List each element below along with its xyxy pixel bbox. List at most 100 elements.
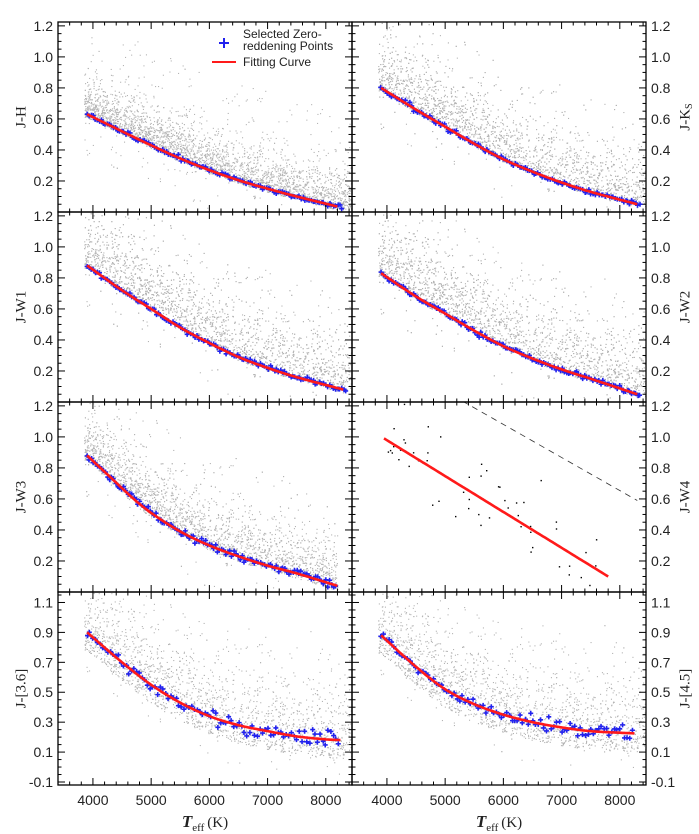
cloud-point <box>219 155 221 157</box>
cloud-point <box>274 169 276 171</box>
cloud-point <box>126 106 128 108</box>
cloud-point <box>285 195 287 197</box>
cloud-point <box>198 146 200 148</box>
cloud-point <box>293 188 295 190</box>
cloud-point <box>117 120 119 122</box>
cloud-point <box>157 105 159 107</box>
cloud-point <box>164 133 166 135</box>
cloud-point <box>318 143 320 145</box>
cloud-point <box>117 127 119 129</box>
cloud-point <box>195 171 197 173</box>
cloud-point <box>264 172 266 174</box>
cloud-point <box>225 162 227 164</box>
cloud-point <box>267 173 269 175</box>
cloud-point <box>245 124 247 126</box>
cloud-point <box>377 199 378 200</box>
cloud-point <box>87 67 89 69</box>
cloud-point <box>131 97 133 99</box>
cloud-point <box>249 154 251 156</box>
cloud-point <box>331 196 333 198</box>
cloud-point <box>198 160 200 162</box>
cloud-point <box>90 88 92 90</box>
cloud-point <box>158 130 160 132</box>
cloud-point <box>130 129 132 131</box>
cloud-point <box>357 198 358 199</box>
cloud-point <box>96 100 98 102</box>
cloud-point <box>214 134 216 136</box>
cloud-point <box>242 169 244 171</box>
cloud-point <box>182 133 184 135</box>
cloud-point <box>102 112 104 114</box>
cloud-point <box>144 112 146 114</box>
cloud-point <box>134 88 136 90</box>
cloud-point <box>204 139 206 141</box>
cloud-point <box>281 177 283 179</box>
cloud-point <box>211 167 213 169</box>
cloud-point <box>365 205 366 206</box>
cloud-point <box>154 132 156 134</box>
cloud-point <box>247 167 249 169</box>
cloud-point <box>167 149 169 151</box>
cloud-point <box>276 228 277 229</box>
cloud-point <box>217 163 219 165</box>
cloud-point <box>132 132 134 134</box>
cloud-point <box>368 207 369 208</box>
cloud-point <box>203 110 205 112</box>
cloud-point <box>360 201 361 202</box>
cloud-point <box>193 122 195 124</box>
cloud-point <box>113 123 115 125</box>
cloud-point <box>203 139 205 141</box>
cloud-point <box>178 137 180 139</box>
cloud-point <box>93 107 95 109</box>
cloud-point <box>160 136 162 138</box>
cloud-point <box>160 126 162 128</box>
cloud-point <box>170 129 172 131</box>
cloud-point <box>349 206 351 208</box>
cloud-point <box>175 122 177 124</box>
cloud-point <box>293 170 295 172</box>
cloud-point <box>153 109 155 111</box>
cloud-point <box>228 170 230 172</box>
cloud-point <box>222 151 224 153</box>
cloud-point <box>356 181 357 182</box>
cloud-point <box>288 180 290 182</box>
cloud-point <box>210 172 212 174</box>
cloud-point <box>93 85 95 87</box>
cloud-point <box>320 183 322 185</box>
cloud-point <box>278 175 280 177</box>
cloud-point <box>153 131 155 133</box>
cloud-point <box>235 170 237 172</box>
cloud-point <box>342 203 344 205</box>
cloud-point <box>262 182 264 184</box>
cloud-point <box>254 181 256 183</box>
cloud-point <box>291 114 293 116</box>
cloud-point <box>325 176 327 178</box>
cloud-point <box>336 195 338 197</box>
cloud-point <box>186 149 188 151</box>
cloud-point <box>304 195 306 197</box>
cloud-point <box>169 123 171 125</box>
cloud-point <box>177 142 179 144</box>
cloud-point <box>91 99 93 101</box>
cloud-point <box>187 155 189 157</box>
cloud-point <box>369 206 370 207</box>
plot-area <box>84 37 378 229</box>
cloud-point <box>667 191 668 192</box>
cloud-point <box>89 95 91 97</box>
cloud-point <box>673 148 674 149</box>
cloud-point <box>87 101 89 103</box>
cloud-point <box>354 198 355 199</box>
cloud-point <box>377 200 378 201</box>
cloud-point <box>165 146 167 148</box>
cloud-point <box>365 208 366 209</box>
cloud-point <box>219 160 221 162</box>
cloud-point <box>85 101 87 103</box>
cloud-point <box>153 60 155 62</box>
cloud-point <box>147 139 149 141</box>
cloud-point <box>257 99 259 101</box>
cloud-point <box>238 142 240 144</box>
cloud-point <box>343 206 345 208</box>
cloud-point <box>345 204 347 206</box>
cloud-point <box>95 105 97 107</box>
cloud-point <box>349 171 351 173</box>
